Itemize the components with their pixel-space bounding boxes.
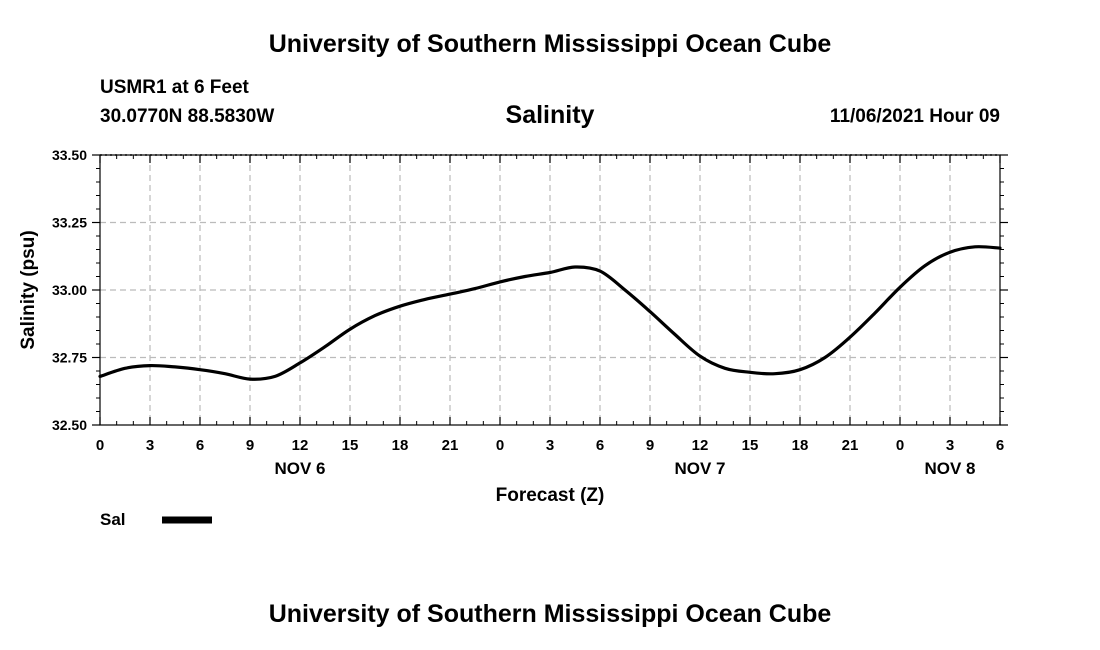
header-title: University of Southern Mississippi Ocean… [268,30,832,58]
x-tick-label: 6 [596,437,604,454]
y-tick-label: 32.50 [52,417,87,433]
date-label: NOV 7 [674,459,725,478]
y-tick-label: 32.75 [52,350,87,366]
x-tick-label: 3 [946,437,954,454]
footer-title: University of Southern Mississippi Ocean… [268,600,832,628]
x-tick-label: 3 [546,437,554,454]
y-axis-title: Salinity (psu) [18,230,39,349]
x-tick-label: 9 [246,437,254,454]
x-tick-label: 18 [392,437,409,454]
station-label: USMR1 at 6 Feet [100,77,249,98]
x-tick-label: 15 [342,437,359,454]
x-tick-label: 6 [996,437,1004,454]
x-tick-label: 21 [842,437,859,454]
grid-layer [100,155,1000,425]
coordinates-label: 30.0770N 88.5830W [100,106,275,127]
date-label: NOV 8 [924,459,975,478]
chart-title: Salinity [505,101,595,129]
y-tick-label: 33.25 [52,215,87,231]
label-layer: 0 3 6 9 12 15 18 21 0 3 6 9 12 15 18 21 0 3 6 32.50 32.75 33.… [52,147,1004,478]
x-tick-label: 12 [292,437,309,454]
x-tick-label: 0 [496,437,504,454]
x-tick-label: 21 [442,437,459,454]
x-tick-label: 6 [196,437,204,454]
x-tick-label: 0 [96,437,104,454]
x-tick-label: 18 [792,437,809,454]
tick-layer [92,154,1008,426]
y-tick-label: 33.50 [52,147,87,163]
x-tick-label: 12 [692,437,709,454]
legend-label: Sal [100,510,126,529]
date-label: NOV 6 [274,459,325,478]
x-tick-label: 3 [146,437,154,454]
timestamp-label: 11/06/2021 Hour 09 [829,106,1000,127]
y-tick-label: 33.00 [52,282,87,298]
x-axis-title: Forecast (Z) [496,485,605,506]
series-line-sal [98,245,1002,381]
x-tick-label: 0 [896,437,904,454]
x-tick-label: 9 [646,437,654,454]
x-tick-label: 15 [742,437,759,454]
